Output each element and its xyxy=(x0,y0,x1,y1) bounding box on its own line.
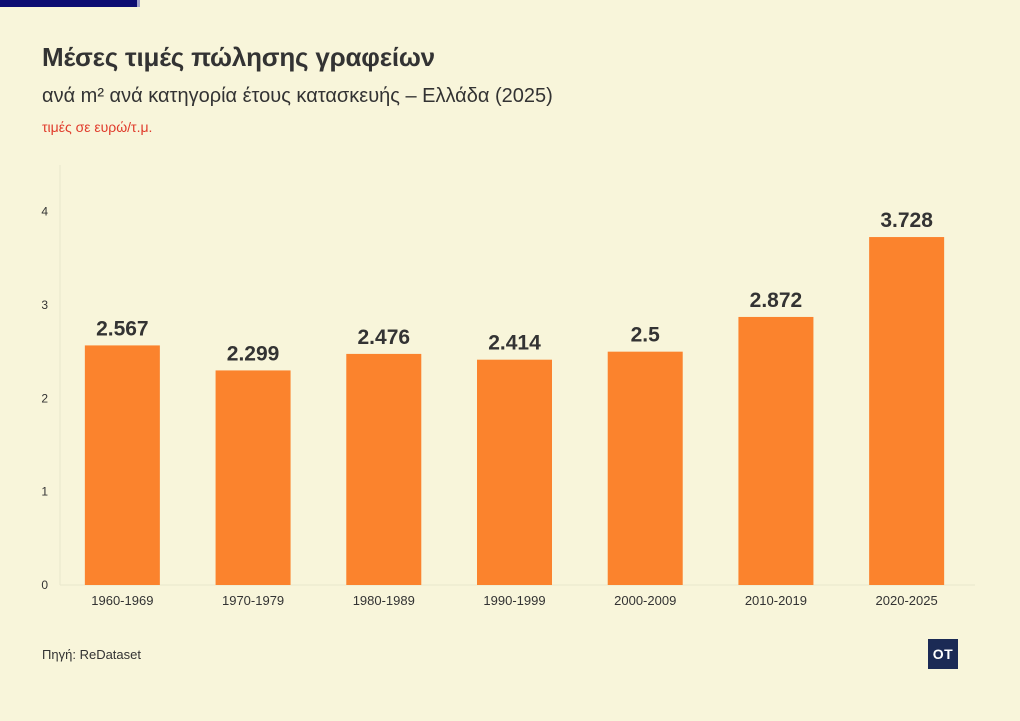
x-tick-label: 2020-2025 xyxy=(876,593,938,608)
ot-logo: OT xyxy=(928,639,958,669)
unit-note: τιμές σε ευρώ/τ.μ. xyxy=(42,119,153,135)
data-label: 2.5 xyxy=(631,324,661,347)
data-label: 2.476 xyxy=(358,326,411,349)
source-note: Πηγή: ReDataset xyxy=(42,647,141,662)
y-tick-label: 4 xyxy=(41,205,48,219)
y-tick-label: 2 xyxy=(41,391,48,405)
x-tick-label: 1980-1989 xyxy=(353,593,415,608)
top-accent-bar xyxy=(0,0,137,7)
y-tick-label: 3 xyxy=(41,298,48,312)
bar-2010-2019 xyxy=(738,316,814,585)
bar-1980-1989 xyxy=(346,353,422,585)
x-tick-label: 1990-1999 xyxy=(483,593,545,608)
data-label: 2.567 xyxy=(96,317,149,340)
y-tick-label: 0 xyxy=(41,578,48,592)
data-label: 2.414 xyxy=(488,332,541,355)
x-tick-label: 2000-2009 xyxy=(614,593,676,608)
y-tick-label: 1 xyxy=(41,485,48,499)
x-tick-label: 1960-1969 xyxy=(91,593,153,608)
data-label: 3.728 xyxy=(880,209,933,232)
bar-1990-1999 xyxy=(477,359,552,585)
x-tick-label: 2010-2019 xyxy=(745,593,807,608)
bar-1960-1969 xyxy=(84,345,160,585)
data-label: 2.299 xyxy=(227,342,280,365)
top-accent-bar-edge xyxy=(137,0,140,7)
x-tick-label: 1970-1979 xyxy=(222,593,284,608)
chart-subtitle: ανά m² ανά κατηγορία έτους κατασκευής – … xyxy=(42,85,553,107)
bar-2000-2009 xyxy=(607,351,683,585)
bar-2020-2025 xyxy=(869,237,945,585)
bar-1970-1979 xyxy=(215,370,291,585)
chart-title: Μέσες τιμές πώλησης γραφείων xyxy=(42,42,435,72)
data-label: 2.872 xyxy=(750,289,803,312)
